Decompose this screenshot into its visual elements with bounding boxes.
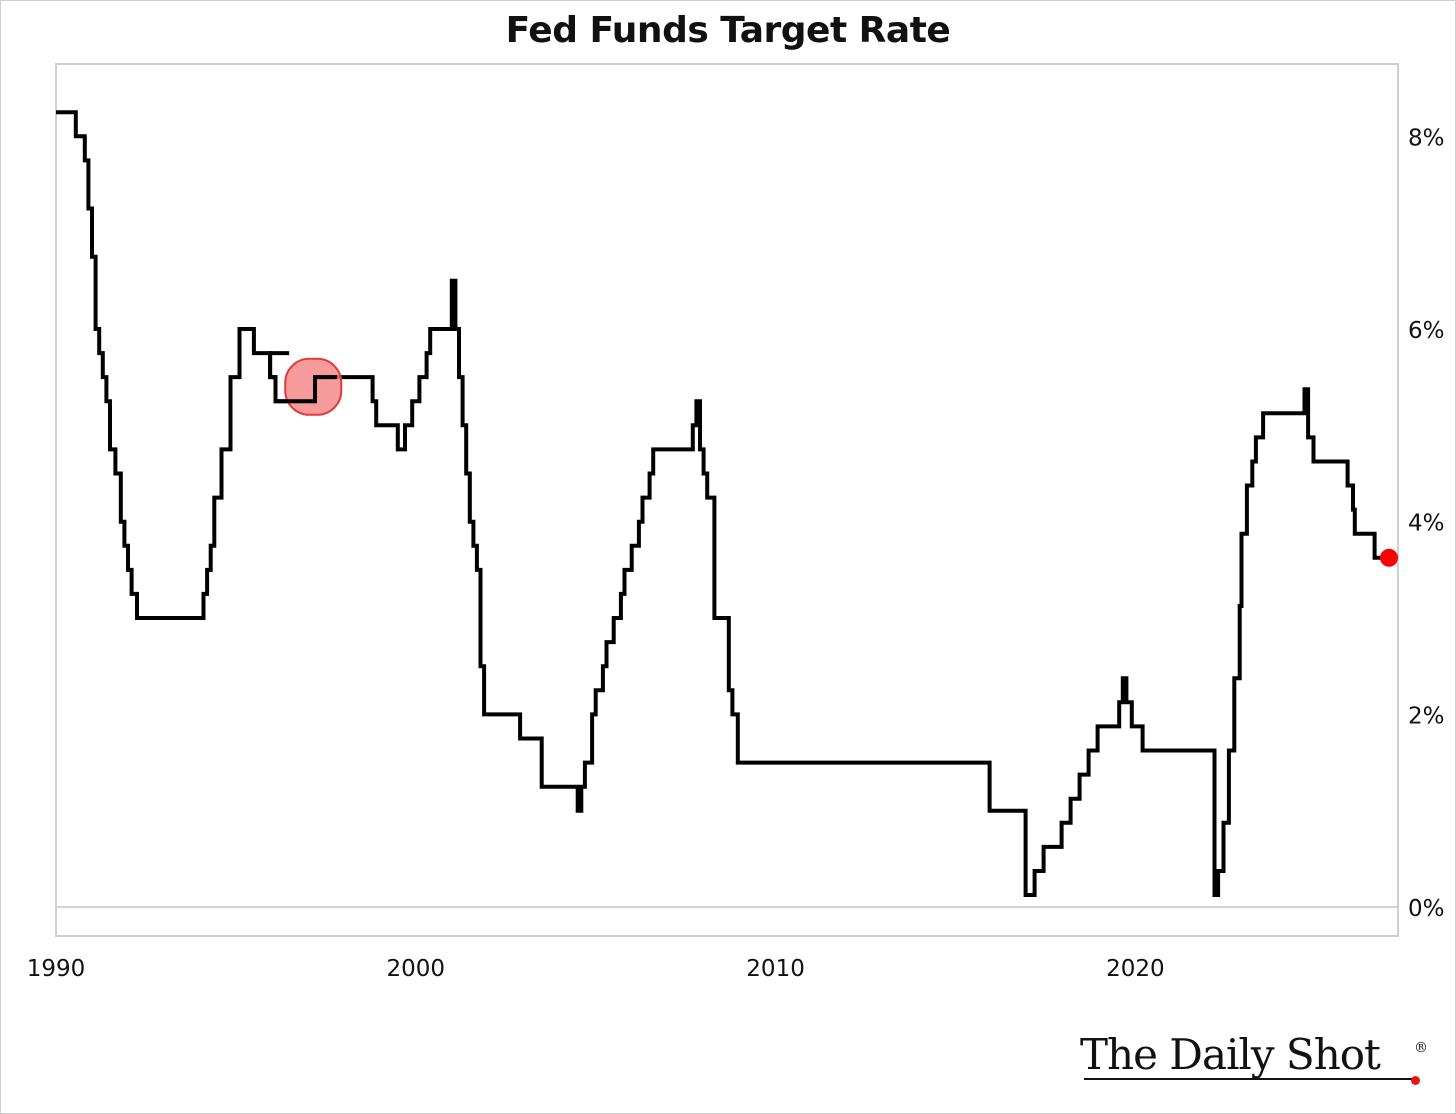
x-tick-label-1990: 1990	[27, 956, 86, 982]
x-axis-ticks: 1990 2000 2010 2020	[27, 956, 1165, 982]
end-point-marker	[1380, 548, 1399, 567]
chart-title: Fed Funds Target Rate	[505, 10, 951, 51]
plot-area	[55, 63, 1399, 937]
y-tick-label-0: 0%	[1408, 896, 1445, 922]
brand-underline	[1084, 1078, 1412, 1080]
brand-registered-mark: ®	[1414, 1040, 1428, 1056]
annotation-layer	[268, 351, 1399, 567]
y-axis-ticks: 0% 2% 4% 6% 8%	[1408, 125, 1445, 922]
highlight-step-overlay	[268, 351, 338, 404]
x-tick-label-2000: 2000	[387, 956, 446, 982]
y-tick-label-6: 6%	[1408, 318, 1445, 344]
brand-dot-icon	[1411, 1076, 1420, 1085]
x-tick-label-2010: 2010	[746, 956, 805, 982]
brand-logo-text: The Daily Shot	[1080, 1030, 1381, 1079]
y-tick-label-4: 4%	[1408, 511, 1445, 537]
y-tick-label-8: 8%	[1408, 125, 1445, 151]
x-tick-label-2020: 2020	[1106, 956, 1165, 982]
series-layer	[56, 110, 1389, 897]
series-line-fed-funds	[56, 110, 1389, 897]
y-tick-label-2: 2%	[1408, 703, 1445, 729]
